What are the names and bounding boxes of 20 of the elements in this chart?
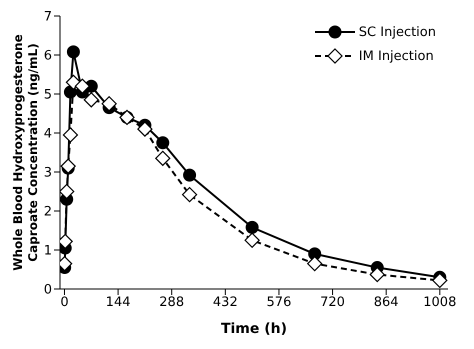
x-tick-label: 864 (374, 295, 399, 310)
legend-label: IM Injection (358, 48, 434, 64)
x-axis-title: Time (h) (220, 320, 288, 337)
x-tick-label: 0 (60, 295, 69, 310)
y-tick-label: 2 (44, 204, 52, 220)
x-tick-label: 288 (159, 295, 184, 310)
y-tick-label: 7 (44, 10, 52, 25)
y-tick-label: 0 (44, 282, 52, 298)
y-tick-label: 5 (44, 88, 52, 103)
x-tick-label: 576 (266, 295, 292, 310)
y-axis-title: Whole Blood Hydroxyprogesterone Caproate Concentration (ng/mL) (11, 34, 40, 271)
y-tick-label: 6 (44, 48, 52, 64)
legend-label: SC Injection (358, 24, 436, 40)
x-tick-label: 720 (320, 295, 345, 310)
y-tick-label: 1 (44, 244, 52, 259)
y-tick-label: 3 (44, 166, 52, 181)
y-tick-label: 4 (44, 126, 52, 142)
x-tick-label: 432 (212, 295, 238, 310)
x-tick-label: 144 (106, 295, 130, 310)
x-tick-label: 1008 (423, 295, 456, 310)
